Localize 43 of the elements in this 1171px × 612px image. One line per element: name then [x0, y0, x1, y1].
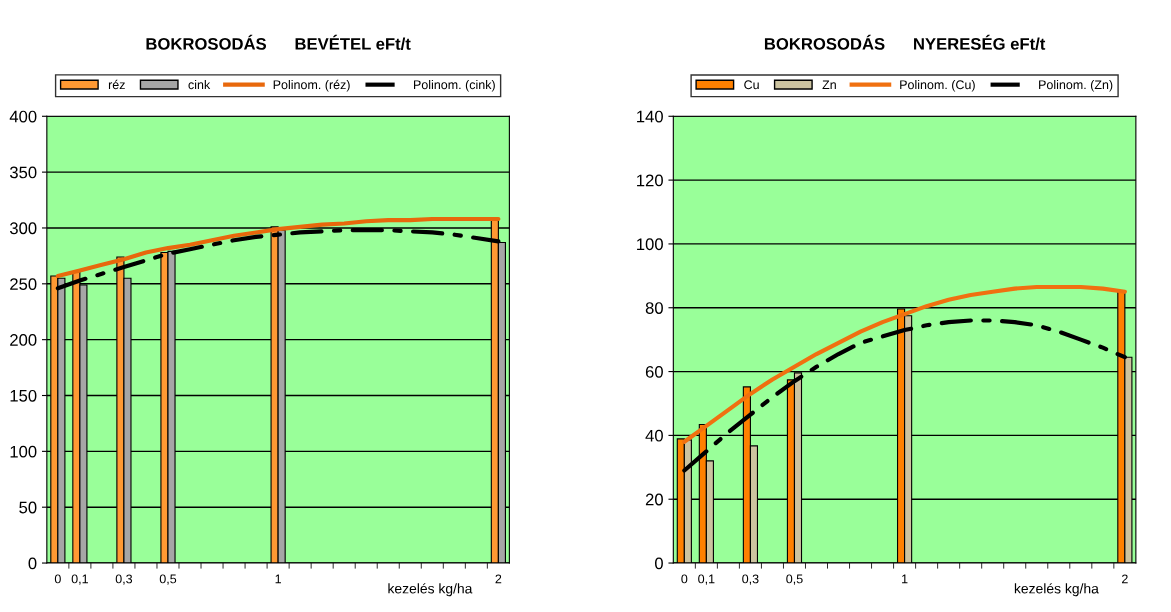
x-tick-label: 0,1 [698, 574, 715, 585]
y-tick-label: 300 [9, 222, 37, 235]
y-tick-label: 60 [645, 365, 663, 378]
y-tick-label: 100 [637, 238, 663, 251]
legend-label: Zn [822, 80, 836, 90]
y-tick-label: 0 [28, 557, 37, 570]
y-tick-label: 20 [645, 493, 663, 506]
chart-title: BOKROSODÁS NYERESÉG eFt/t [764, 34, 1046, 50]
x-tick-label: 2 [1122, 574, 1128, 584]
x-tick-label: 0,3 [115, 574, 133, 585]
y-tick-label: 140 [637, 110, 663, 123]
x-tick-label: 0,1 [71, 574, 88, 585]
y-tick-label: 40 [645, 429, 663, 442]
y-tick-label: 250 [10, 278, 37, 291]
x-axis-title: kezelés kg/ha [388, 583, 473, 597]
legend-label: Polinom. (Cu) [900, 79, 975, 92]
legend-label: cink [188, 79, 211, 90]
x-tick-label: 0 [54, 574, 61, 584]
x-tick-label: 0 [681, 574, 688, 584]
x-tick-label: 0,5 [786, 574, 803, 585]
legend-label: réz [108, 79, 125, 90]
legend-label: Polinom. (réz) [273, 79, 350, 92]
x-tick-label: 0,5 [159, 574, 177, 585]
legend-label: Polinom. (cink) [414, 79, 495, 92]
y-tick-label: 400 [9, 110, 37, 123]
y-tick-label: 200 [10, 334, 37, 346]
x-tick-label: 1 [275, 574, 281, 584]
y-tick-label: 350 [9, 166, 37, 179]
x-tick-label: 2 [495, 574, 502, 584]
y-tick-label: 50 [19, 501, 37, 514]
line-series [55, 216, 501, 279]
x-tick-label: 1 [902, 574, 908, 584]
line-series [682, 284, 1127, 444]
y-tick-label: 100 [10, 445, 37, 458]
y-tick-label: 120 [637, 174, 663, 187]
x-tick-label: 0,3 [742, 574, 759, 585]
y-tick-label: 80 [645, 302, 663, 314]
legend-label: Polinom. (Zn) [1039, 79, 1113, 92]
y-tick-label: 0 [654, 557, 663, 570]
y-tick-label: 150 [10, 389, 37, 402]
x-axis-title: kezelés kg/ha [1014, 583, 1099, 597]
chart-title: BOKROSODÁS BEVÉTEL eFt/t [146, 34, 411, 50]
legend-label: Cu [744, 80, 759, 90]
